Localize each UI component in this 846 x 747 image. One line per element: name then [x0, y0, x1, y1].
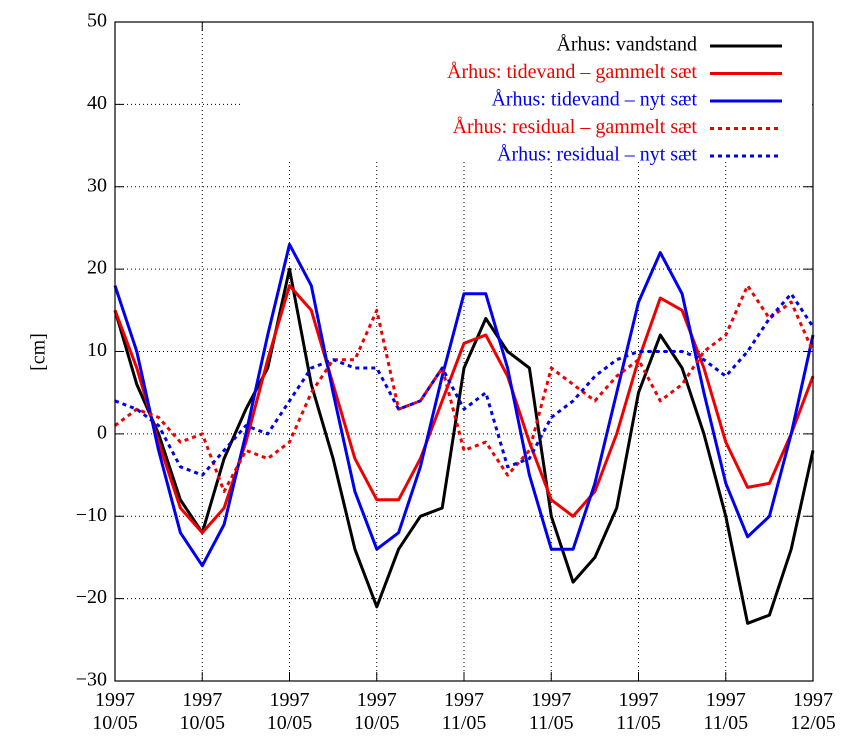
y-tick-label: −20	[76, 586, 107, 608]
y-tick-label: 20	[87, 257, 107, 279]
legend-background	[240, 18, 812, 160]
x-tick-label: 1997 11/05	[442, 689, 487, 734]
x-tick-label: 1997 12/05	[790, 689, 836, 734]
legend-label: Århus: residual – nyt sæt	[497, 144, 697, 166]
y-tick-label: 30	[87, 174, 107, 196]
data-line	[113, 267, 815, 625]
x-tick-label: 1997 11/05	[616, 689, 661, 734]
x-tick-label: 1997 10/05	[267, 689, 313, 734]
legend-label: Århus: tidevand – gammelt sæt	[447, 61, 697, 83]
data-line	[113, 284, 815, 535]
data-line	[113, 242, 815, 568]
x-tick-label: 1997 11/05	[703, 689, 748, 734]
x-tick-label: 1997 10/05	[354, 689, 400, 734]
legend-label: Århus: tidevand – nyt sæt	[491, 89, 697, 111]
legend-label: Århus: vandstand	[556, 34, 697, 56]
y-tick-label: 40	[87, 92, 107, 114]
x-tick-label: 1997 10/05	[92, 689, 138, 734]
legend-label: Århus: residual – gammelt sæt	[453, 116, 698, 138]
data-line	[114, 292, 815, 477]
plot-frame	[114, 21, 814, 682]
y-tick-label: −10	[76, 504, 107, 526]
y-tick-label: −30	[76, 669, 107, 691]
y-tick-label: 50	[87, 10, 107, 32]
y-tick-label: 0	[97, 421, 107, 443]
x-tick-label: 1997 11/05	[529, 689, 574, 734]
x-tick-label: 1997 10/05	[179, 689, 225, 734]
data-line	[114, 284, 815, 493]
y-axis-label: [cm]	[28, 333, 50, 371]
y-tick-label: 10	[87, 339, 107, 361]
